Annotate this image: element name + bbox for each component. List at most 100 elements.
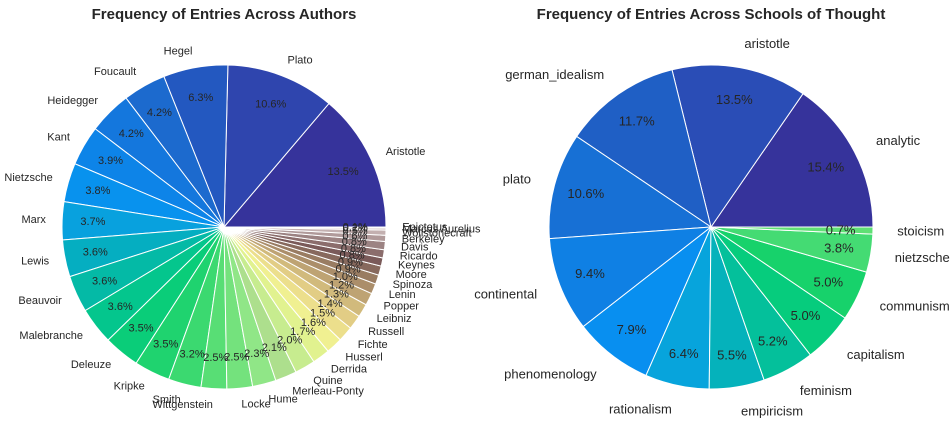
author-value-label-lewis: 3.6% bbox=[83, 247, 108, 259]
schools-pie-chart: Frequency of Entries Across Schools of T… bbox=[474, 6, 950, 418]
author-category-label-marx: Marx bbox=[21, 214, 46, 226]
author-value-label-merleau-ponty: 2.1% bbox=[262, 342, 287, 354]
school-slice-analytic bbox=[710, 92, 874, 228]
author-category-label-husserl: Husserl bbox=[345, 352, 382, 364]
authors-slices bbox=[61, 64, 387, 390]
schools-value-labels: 15.4% 13.5% 11.7% 10.6% 9.4% 7.9% 6.4% 5.5% 5.2%… bbox=[567, 92, 855, 362]
author-category-label-deleuze: Deleuze bbox=[71, 359, 111, 371]
author-category-label-locke: Locke bbox=[241, 398, 270, 410]
school-category-label-empiricism: empiricism bbox=[741, 403, 803, 418]
author-category-label-nietzsche: Nietzsche bbox=[4, 172, 52, 184]
author-value-label-quine: 2.0% bbox=[277, 335, 302, 347]
school-value-label-phenomenology: 7.9% bbox=[617, 322, 647, 337]
school-value-label-stoicism: 0.7% bbox=[826, 222, 856, 237]
author-value-label-popper: 1.2% bbox=[329, 280, 354, 292]
school-category-label-plato: plato bbox=[503, 172, 531, 187]
author-category-label-kripke: Kripke bbox=[114, 381, 145, 393]
author-value-label-marx: 3.7% bbox=[80, 216, 105, 228]
author-value-label-epictetus: 0.1% bbox=[343, 221, 368, 233]
author-value-label-wollstonecraft: 0.5% bbox=[343, 226, 368, 238]
author-category-label-hegel: Hegel bbox=[164, 46, 193, 58]
author-category-label-smith: Smith bbox=[153, 394, 181, 406]
author-value-label-fichte: 1.5% bbox=[310, 308, 335, 320]
school-category-label-phenomenology: phenomenology bbox=[504, 367, 597, 382]
school-value-label-nietzsche: 3.8% bbox=[824, 241, 854, 256]
author-category-label-epictetus: Epictetus bbox=[402, 222, 448, 234]
author-slice-plato bbox=[223, 64, 330, 229]
school-value-label-continental: 9.4% bbox=[575, 266, 605, 281]
school-category-label-communism: communism bbox=[880, 299, 950, 314]
school-slice-aristotle bbox=[671, 64, 804, 229]
author-category-label-keynes: Keynes bbox=[398, 260, 435, 272]
author-category-label-leibniz: Leibniz bbox=[377, 313, 412, 325]
schools-slices bbox=[548, 64, 874, 390]
author-value-label-foucault: 4.2% bbox=[147, 107, 172, 119]
authors-category-labels: Aristotle Plato Hegel Foucault Heidegger Kant… bbox=[4, 46, 481, 411]
author-value-label-keynes: 0.8% bbox=[340, 249, 365, 261]
school-slice-continental bbox=[548, 226, 713, 328]
school-value-label-capitalism: 5.0% bbox=[791, 308, 821, 323]
author-value-label-moore: 0.9% bbox=[338, 256, 363, 268]
schools-chart-title: Frequency of Entries Across Schools of T… bbox=[537, 6, 886, 23]
school-slice-plato bbox=[548, 135, 713, 240]
author-value-label-kripke: 3.5% bbox=[153, 339, 178, 351]
author-category-label-lewis: Lewis bbox=[21, 256, 50, 268]
school-value-label-plato: 10.6% bbox=[567, 186, 604, 201]
author-value-label-berkeley: 0.6% bbox=[342, 230, 367, 242]
author-category-label-foucault: Foucault bbox=[94, 66, 136, 78]
author-category-label-quine: Quine bbox=[313, 375, 342, 387]
author-category-label-popper: Popper bbox=[384, 300, 420, 312]
school-category-label-capitalism: capitalism bbox=[847, 347, 905, 362]
school-slice-german-idealism bbox=[575, 69, 712, 229]
author-value-label-heidegger: 4.2% bbox=[119, 128, 144, 140]
author-value-label-malebranche: 3.6% bbox=[108, 301, 133, 313]
author-value-label-aristotle: 13.5% bbox=[327, 166, 358, 178]
school-category-label-nietzsche: nietzsche bbox=[895, 250, 950, 265]
author-value-label-lenin: 1.0% bbox=[333, 271, 358, 283]
author-category-label-merleau-ponty: Merleau-Ponty bbox=[292, 386, 364, 398]
author-value-label-marcus-aurelius: 0.2% bbox=[343, 223, 368, 235]
school-value-label-empiricism: 5.5% bbox=[717, 347, 747, 362]
author-value-label-deleuze: 3.5% bbox=[128, 323, 153, 335]
author-value-label-hume: 2.3% bbox=[244, 348, 269, 360]
school-value-label-analytic: 15.4% bbox=[807, 159, 844, 174]
author-value-label-hegel: 6.3% bbox=[188, 92, 213, 104]
author-value-label-beauvoir: 3.6% bbox=[92, 275, 117, 287]
author-category-label-malebranche: Malebranche bbox=[19, 330, 83, 342]
author-category-label-wittgenstein: Wittgenstein bbox=[152, 399, 213, 411]
author-value-label-plato: 10.6% bbox=[255, 98, 286, 110]
authors-pie-chart: Frequency of Entries Across Authors 13.5… bbox=[4, 6, 481, 411]
author-value-label-nietzsche: 3.8% bbox=[85, 185, 110, 197]
school-category-label-stoicism: stoicism bbox=[897, 224, 944, 239]
author-value-label-davis: 0.8% bbox=[342, 236, 367, 248]
author-category-label-russell: Russell bbox=[368, 326, 404, 338]
school-value-label-rationalism: 6.4% bbox=[669, 346, 699, 361]
author-value-label-leibniz: 1.3% bbox=[324, 289, 349, 301]
author-value-label-kant: 3.9% bbox=[98, 155, 123, 167]
author-category-label-derrida: Derrida bbox=[331, 364, 368, 376]
school-category-label-rationalism: rationalism bbox=[609, 402, 672, 417]
school-category-label-continental: continental bbox=[474, 286, 537, 301]
author-category-label-beauvoir: Beauvoir bbox=[18, 295, 62, 307]
school-category-label-feminism: feminism bbox=[800, 383, 852, 398]
author-category-label-kant: Kant bbox=[47, 132, 70, 144]
author-category-label-lenin: Lenin bbox=[389, 289, 416, 301]
school-value-label-feminism: 5.2% bbox=[758, 333, 788, 348]
author-category-label-ricardo: Ricardo bbox=[400, 251, 438, 263]
author-category-label-heidegger: Heidegger bbox=[47, 95, 98, 107]
school-slice-stoicism bbox=[710, 226, 874, 235]
author-category-label-marcus-aurelius: Marcus Aurelius bbox=[402, 223, 481, 235]
school-category-label-german-idealism: german_idealism bbox=[505, 67, 604, 82]
author-category-label-hume: Hume bbox=[268, 394, 297, 406]
author-value-label-locke: 2.5% bbox=[224, 352, 249, 364]
author-value-label-russell: 1.4% bbox=[318, 298, 343, 310]
school-value-label-german-idealism: 11.7% bbox=[619, 113, 655, 128]
author-category-label-aristotle: Aristotle bbox=[386, 146, 426, 158]
author-value-label-wittgenstein: 2.5% bbox=[203, 352, 228, 364]
school-value-label-communism: 5.0% bbox=[813, 275, 843, 290]
author-value-label-derrida: 1.7% bbox=[290, 326, 315, 338]
school-category-label-analytic: analytic bbox=[876, 133, 921, 148]
author-category-label-fichte: Fichte bbox=[358, 339, 388, 351]
author-category-label-davis: Davis bbox=[401, 242, 429, 254]
